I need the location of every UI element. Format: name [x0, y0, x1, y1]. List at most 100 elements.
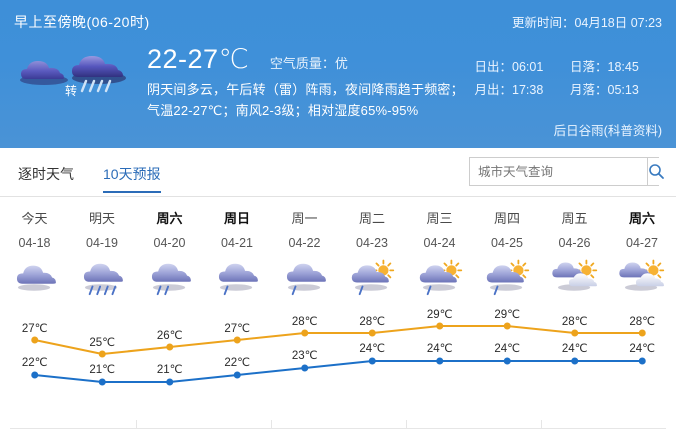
forecast-day-column[interactable]: 明天 04-19: [69, 197, 136, 297]
tab-ten-day-forecast[interactable]: 10天预报: [103, 164, 161, 193]
air-quality-label: 空气质量：优: [269, 56, 348, 71]
forecast-day-column[interactable]: 周二 04-23: [339, 197, 406, 297]
high-temperature-point: [638, 329, 646, 337]
low-temperature-point: [98, 378, 106, 386]
forecast-day-column[interactable]: 周日 04-21: [204, 197, 271, 297]
forecast-weather-icon: [12, 259, 58, 297]
forecast-weather-icon: [619, 259, 665, 297]
forecast-weather-icon: [349, 259, 395, 297]
high-temperature-point: [301, 329, 309, 337]
update-time-label: 更新时间：04月18日 07:23: [511, 16, 662, 30]
forecast-day-column[interactable]: 周五 04-26: [541, 197, 608, 297]
high-temperature-label: 28℃: [359, 316, 386, 328]
high-temperature-label: 27℃: [21, 323, 48, 335]
header-period-title: 早上至傍晚(06-20时): [14, 14, 150, 30]
high-temperature-point: [166, 343, 174, 351]
forecast-day-column[interactable]: 周六 04-27: [609, 197, 676, 297]
low-temperature-point: [31, 371, 39, 379]
sun-moon-info: 日出：06:01 日落：18:45 月出：17:38 月落：05:13: [475, 56, 662, 102]
moonrise-label: 月出：17:38: [474, 83, 544, 98]
forecast-day-date: 04-21: [221, 236, 253, 250]
forecast-day-date: 04-18: [18, 236, 51, 250]
low-temperature-point: [166, 378, 174, 386]
low-temperature-point: [233, 371, 241, 379]
tab-bar: 逐时天气 10天预报: [0, 148, 676, 197]
low-temperature-label: 22℃: [21, 357, 48, 369]
forecast-day-name: 周六: [156, 211, 183, 226]
low-temperature-label: 24℃: [629, 343, 656, 355]
forecast-day-date: 04-27: [626, 236, 658, 250]
forecast-day-name: 周六: [628, 211, 655, 226]
forecast-day-name: 周日: [223, 211, 250, 226]
forecast-day-name: 周二: [358, 211, 385, 226]
high-temperature-point: [368, 329, 376, 337]
forecast-day-column[interactable]: 周六 04-20: [136, 197, 203, 297]
high-temperature-label: 27℃: [224, 323, 251, 335]
forecast-weather-icon: [79, 259, 125, 297]
high-temperature-point: [571, 329, 579, 337]
light-rain-icon: [218, 263, 258, 296]
forecast-day-date: 04-22: [288, 236, 321, 250]
high-temperature-point: [436, 322, 444, 330]
search-icon: [649, 164, 664, 179]
forecast-weather-icon: [147, 259, 193, 297]
high-temperature-point: [503, 322, 511, 330]
high-temperature-point: [98, 350, 106, 358]
high-temperature-line: [34, 325, 643, 355]
high-temperature-point: [31, 336, 39, 344]
high-temperature-label: 28℃: [291, 316, 318, 328]
forecast-day-name: 今天: [21, 211, 48, 226]
forecast-day-column[interactable]: 今天 04-18: [1, 197, 68, 297]
forecast-day-name: 周一: [291, 211, 318, 226]
weather-header: 早上至傍晚(06-20时) 更新时间：04月18日 07:23: [0, 0, 676, 148]
forecast-weather-icon: [484, 259, 530, 297]
forecast-day-date: 04-24: [423, 236, 456, 250]
high-temperature-label: 29℃: [426, 309, 453, 321]
rain-icon: [151, 263, 191, 296]
forecast-day-column[interactable]: 周一 04-22: [271, 197, 338, 297]
heavy-rain-icon: [83, 263, 123, 296]
forecast-day-date: 04-23: [356, 236, 388, 250]
forecast-day-name: 周四: [493, 211, 520, 226]
low-temperature-point: [436, 357, 444, 365]
forecast-day-name: 明天: [88, 211, 115, 226]
high-temperature-point: [233, 336, 241, 344]
search-button[interactable]: [647, 158, 665, 185]
city-search-box: [469, 157, 665, 186]
sun-cloud-icon: [619, 259, 665, 291]
low-temperature-label: 24℃: [426, 343, 453, 355]
tab-hourly-weather[interactable]: 逐时天气: [18, 166, 74, 182]
forecast-day-column[interactable]: 周四 04-25: [474, 197, 541, 297]
low-temperature-label: 24℃: [359, 343, 386, 355]
moonrise-moonset-row: 月出：17:38 月落：05:13: [475, 79, 662, 102]
low-temperature-point: [368, 357, 376, 365]
sun-rain-icon: [486, 259, 530, 296]
cloudy-icon: [16, 265, 56, 291]
forecast-weather-icon: [417, 259, 463, 297]
forecast-day-column[interactable]: 周三 04-24: [406, 197, 473, 297]
light-rain-icon: [286, 263, 326, 296]
ten-day-forecast: 今天 04-18 明天 04-19 周六 04-20 周日 04-21 周一 04-22: [0, 197, 676, 429]
table-column-divider: [541, 420, 542, 429]
search-input[interactable]: [470, 158, 647, 185]
condition-convert-label: 转: [65, 84, 78, 98]
low-temperature-label: 21℃: [89, 364, 116, 376]
low-temperature-point: [571, 357, 579, 365]
header-main-info: 22-27℃ 空气质量：优 阴天间多云，午后转（雷）阵雨，夜间降雨趋于频密；气温…: [147, 44, 477, 121]
sun-rain-icon: [351, 259, 395, 296]
cloudy-icon: [20, 61, 68, 85]
low-temperature-point: [301, 364, 309, 372]
header-condition-icons: 转: [8, 46, 140, 106]
table-column-divider: [271, 420, 272, 429]
forecast-day-name: 周三: [426, 211, 453, 226]
low-temperature-line: [34, 360, 643, 383]
forecast-weather-icon: [551, 259, 598, 297]
current-temperature-range: 22-27℃: [147, 44, 250, 74]
high-temperature-label: 29℃: [494, 309, 521, 321]
rain-icon: [72, 56, 126, 93]
high-temperature-label: 26℃: [156, 330, 183, 342]
forecast-day-date: 04-19: [86, 236, 118, 250]
forecast-day-date: 04-20: [153, 236, 186, 250]
forecast-weather-icon: [214, 259, 260, 297]
solar-term-note[interactable]: 后日谷雨(科普资料): [553, 124, 662, 138]
